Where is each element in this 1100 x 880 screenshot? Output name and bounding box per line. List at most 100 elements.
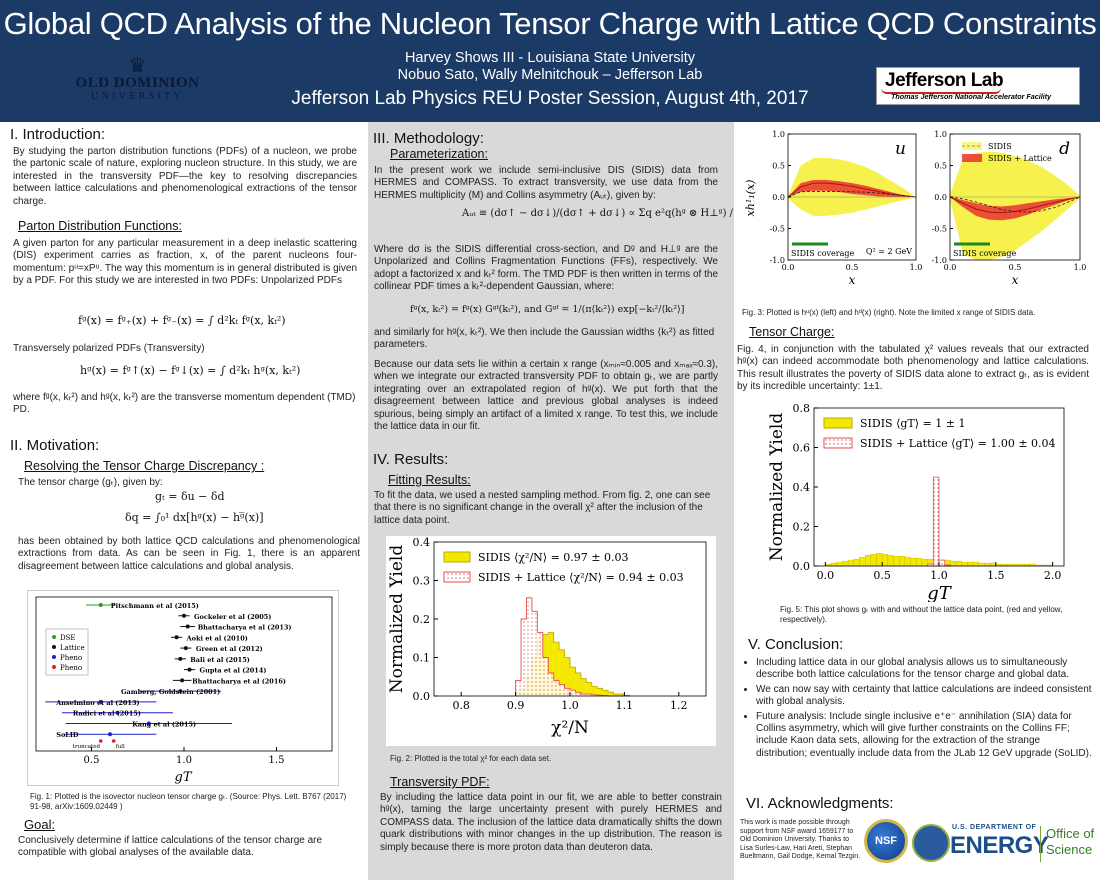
fitting-subheading: Fitting Results: — [388, 473, 471, 487]
doe-line1: U.S. DEPARTMENT OF — [952, 824, 1037, 831]
fig2-bar-lattice — [521, 619, 527, 696]
tmd-paragraph: where fᵍ(x, kₜ²) and hᵍ(x, kₜ²) are the … — [13, 392, 356, 416]
fig2-legend-swatch-lattice — [443, 571, 471, 583]
fig3-legend-label-lattice: SIDIS + Lattice — [988, 154, 1052, 163]
fig2-bar-lattice — [537, 632, 543, 696]
fig5-ytick-label: 0.8 — [793, 402, 811, 415]
figure-5: 0.0 0.5 1.0 1.5 2.0 0.0 0.2 0.4 0.6 0.8 gT Normaliz… — [764, 402, 1074, 604]
fig3-sidis-central-line — [787, 191, 917, 198]
motivation-heading: II. Motivation: — [10, 437, 100, 454]
fig2-legend-swatch-sidis — [443, 551, 471, 563]
fig3-xtick-label: 1.0 — [1074, 263, 1087, 272]
jlab-name: Jefferson Lab — [885, 70, 1004, 91]
fig5-bar-sidis — [910, 557, 917, 567]
fig2-ytick-label: 0.1 — [413, 652, 431, 665]
fig5-bar-sidis — [921, 558, 928, 567]
nsf-text: NSF — [875, 835, 897, 847]
fig1-point — [108, 732, 112, 737]
fig2-ytick-label: 0.3 — [413, 575, 431, 588]
methodology-heading: III. Methodology: — [373, 130, 484, 147]
fig5-ytick-label: 0.4 — [793, 481, 811, 494]
fig5-bar-sidis — [882, 553, 889, 567]
fig1-point — [178, 689, 183, 694]
conclusion-item: We can now say with certainty that latti… — [756, 684, 1092, 709]
fig3-ytick-label: 0.0 — [772, 193, 785, 202]
fig2-bar-sidis — [597, 688, 603, 696]
delta-q-equation: δq = ∫₀¹ dx[hᵍ(x) − hᵍ̅(x)] — [125, 511, 264, 524]
fig5-xtick-label: 0.5 — [873, 569, 891, 582]
fig5-ytick-label: 0.6 — [793, 442, 811, 455]
fig5-ytick-label: 0.2 — [793, 521, 811, 534]
fig2-bar-sidis — [608, 692, 614, 696]
fig2-bar-lattice — [548, 672, 554, 696]
fig2-xtick-label: 0.9 — [507, 699, 524, 712]
fig2-bar-lattice — [531, 611, 538, 696]
fig2-bar-lattice — [580, 694, 587, 696]
fig5-bar-sidis — [836, 561, 843, 567]
fig1-legend-marker — [52, 645, 56, 649]
odu-university: UNIVERSITY — [91, 91, 184, 102]
fig3-legend-swatch-lattice — [962, 154, 982, 162]
transversity-label: Transversely polarized PDFs (Transversit… — [13, 343, 205, 354]
fig5-xtick-label: 1.5 — [987, 569, 1005, 582]
column-1: I. Introduction: By studying the parton … — [0, 122, 368, 880]
crown-icon: ♛ — [128, 55, 147, 77]
fig2-bar-sidis — [564, 657, 570, 696]
figure-3: 0.0 0.5 1.0 -1.0 -0.5 0.0 0.5 1.0 x u SIDIS covera… — [740, 130, 1094, 306]
results-heading: IV. Results: — [373, 451, 449, 468]
fig2-bar-lattice — [515, 680, 522, 696]
fig5-bar-sidis — [961, 561, 968, 567]
fig2-bar-sidis — [591, 686, 598, 696]
fig2-bar-sidis — [548, 632, 554, 696]
fig1-point-label: Bali et al (2015) — [190, 656, 250, 664]
fig2-ytick-label: 0.4 — [413, 536, 431, 549]
fig3-ytick-label: 0.5 — [934, 162, 947, 171]
fig1-xtick-label: 1.0 — [176, 755, 192, 766]
fig2-legend-label-lattice: SIDIS + Lattice ⟨χ²/N⟩ = 0.94 ± 0.03 — [478, 571, 684, 584]
fig3-chart: 0.0 0.5 1.0 -1.0 -0.5 0.0 0.5 1.0 x u SIDIS covera… — [744, 130, 1087, 287]
fig1-point — [182, 613, 186, 618]
fig5-legend-label-sidis: SIDIS ⟨gT⟩ = 1 ± 1 — [860, 417, 965, 430]
fig5-chart: 0.0 0.5 1.0 1.5 2.0 0.0 0.2 0.4 0.6 0.8 gT Normaliz… — [767, 402, 1065, 604]
transversity-equation: hᵍ(x) = fᵍ↑(x) − fᵍ↓(x) = ∫ d²kₜ hᵍ(x, k… — [80, 364, 301, 377]
fig3-lattice-band — [950, 197, 1080, 221]
fig5-legend-label-lattice: SIDIS + Lattice ⟨gT⟩ = 1.00 ± 0.04 — [860, 437, 1056, 450]
fig3-ytick-label: -1.0 — [932, 256, 947, 265]
fig2-caption: Fig. 2: Plotted is the total χ² for each… — [390, 754, 552, 763]
fig1-xlabel: gT — [175, 770, 193, 785]
fig2-bar-sidis — [618, 694, 625, 696]
tensor-charge-paragraph: Fig. 4, in conjunction with the tabulate… — [737, 344, 1089, 393]
fig2-legend-label-sidis: SIDIS ⟨χ²/N⟩ = 0.97 ± 0.03 — [478, 551, 628, 564]
fig3-ytick-label: -1.0 — [770, 256, 785, 265]
fig2-bar-lattice — [564, 688, 570, 696]
figure-2: 0.8 0.9 1.0 1.1 1.2 0.0 0.1 0.2 0.3 0.4 χ²/N Normal… — [386, 536, 716, 746]
fig2-bar-lattice — [553, 680, 560, 696]
fig2-bar-lattice — [570, 690, 576, 696]
doe-line2: ENERGY — [950, 832, 1049, 859]
fig2-bar-lattice — [526, 597, 532, 696]
fig3-ylabel: xh¹₁(x) — [744, 180, 757, 217]
doe-seal-icon — [912, 824, 950, 862]
pdf-subheading: Parton Distribution Functions: — [18, 219, 182, 233]
fig5-bar-sidis — [984, 562, 991, 567]
fig5-bar-sidis — [916, 557, 923, 567]
fig1-point-label: Gupta et al (2014) — [200, 667, 267, 675]
fig1-point-label: Gockeler et al (2005) — [194, 613, 271, 621]
fig2-ytick-label: 0.2 — [413, 613, 431, 626]
fig5-bar-sidis — [972, 561, 979, 567]
fig1-point — [178, 656, 183, 661]
fig5-bar-sidis — [950, 560, 957, 567]
discrepancy-subheading: Resolving the Tensor Charge Discrepancy … — [24, 459, 265, 473]
fig5-bar-sidis — [904, 556, 911, 567]
fig3-ytick-label: -0.5 — [770, 225, 785, 234]
unpolarized-equation: fᵍ(x) = fᵍ₊(x) + fᵍ₋(x) = ∫ d²kₜ fᵍ(x, k… — [78, 314, 286, 327]
fig2-bar-sidis — [602, 690, 609, 696]
motivation-paragraph: has been obtained by both lattice QCD ca… — [18, 536, 360, 572]
parameterization-paragraph: In the present work we include semi-incl… — [374, 165, 718, 201]
fig1-point-label: Radici et al (2015) — [73, 710, 141, 718]
fig3-coverage-label: SIDIS coverage — [953, 249, 1017, 258]
ffs-paragraph: Where dσ is the SIDIS differential cross… — [374, 244, 718, 293]
fig1-legend-marker — [52, 635, 56, 639]
acknowledgments-heading: VI. Acknowledgments: — [746, 795, 894, 812]
fig5-bar-sidis — [887, 554, 894, 567]
